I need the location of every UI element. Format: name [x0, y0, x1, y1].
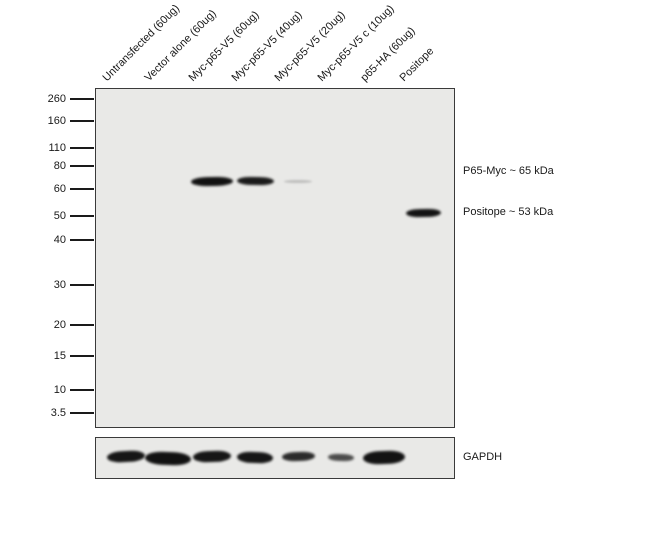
mw-label-60: 60 — [53, 183, 66, 195]
mw-tick-60 — [70, 188, 94, 190]
lane-label-positope: Positope — [397, 45, 437, 84]
protein-band — [144, 450, 192, 466]
mw-tick-10 — [70, 389, 94, 391]
protein-band — [405, 208, 441, 218]
mw-tick-160 — [70, 120, 94, 122]
mw-label-80: 80 — [53, 160, 66, 172]
mw-tick-15 — [70, 355, 94, 357]
mw-label-3-5: 3.5 — [50, 407, 66, 419]
protein-band — [192, 449, 232, 463]
mw-label-260: 260 — [47, 93, 66, 105]
protein-band — [362, 449, 406, 465]
mw-tick-260 — [70, 98, 94, 100]
lane-label-myc-p65-v5-10: Myc-p65-V5 c (10ug) — [315, 2, 397, 85]
main-blot-panel — [95, 88, 455, 428]
annotation-positope: Positope ~ 53 kDa — [463, 206, 554, 218]
protein-band — [284, 179, 312, 183]
mw-tick-40 — [70, 239, 94, 241]
mw-tick-30 — [70, 284, 94, 286]
mw-tick-110 — [70, 147, 94, 149]
protein-band — [236, 450, 274, 464]
mw-label-110: 110 — [48, 142, 66, 154]
mw-label-20: 20 — [53, 319, 66, 331]
annotation-gapdh: GAPDH — [463, 451, 503, 463]
mw-label-50: 50 — [53, 210, 66, 222]
mw-tick-80 — [70, 165, 94, 167]
protein-band — [236, 176, 274, 186]
mw-label-160: 160 — [47, 115, 66, 127]
mw-label-15: 15 — [53, 350, 66, 362]
annotation-p65-myc: P65-Myc ~ 65 kDa — [463, 165, 554, 177]
lane-label-vector-alone: Vector alone (60ug) — [142, 7, 219, 84]
mw-label-30: 30 — [53, 279, 66, 291]
mw-tick-3-5 — [70, 412, 94, 414]
protein-band — [281, 450, 315, 462]
gapdh-loading-control-panel — [95, 437, 455, 479]
protein-band — [106, 449, 146, 463]
protein-band — [327, 453, 355, 461]
mw-label-40: 40 — [53, 234, 66, 246]
lane-label-untransfected: Untransfected (60ug) — [100, 2, 183, 85]
mw-tick-50 — [70, 215, 94, 217]
protein-band — [190, 176, 234, 186]
mw-tick-20 — [70, 324, 94, 326]
mw-label-10: 10 — [53, 384, 66, 396]
